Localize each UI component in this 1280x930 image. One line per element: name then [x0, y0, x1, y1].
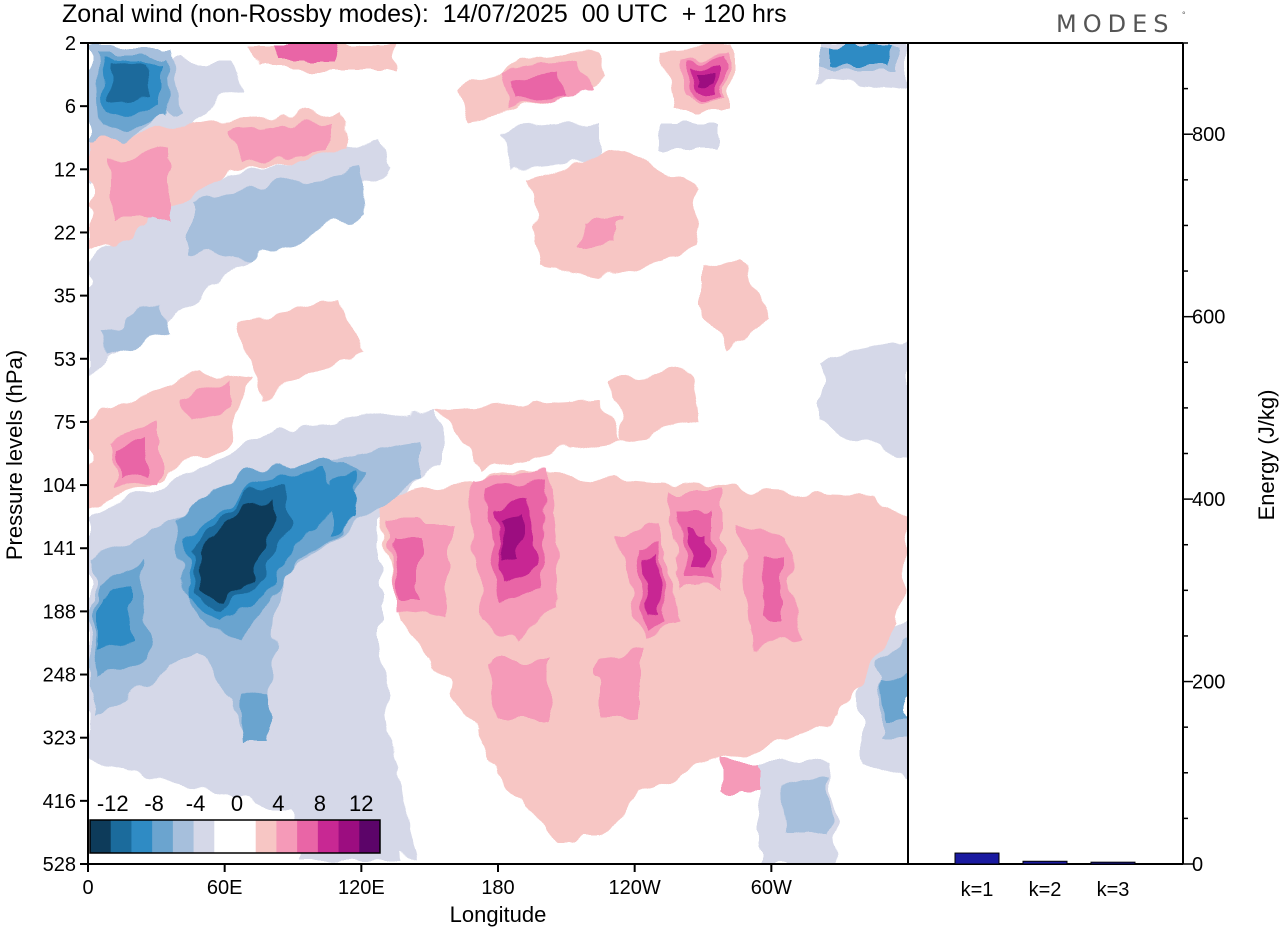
- colorbar-swatch: [193, 820, 215, 853]
- energy-tick-label: 400: [1192, 489, 1225, 511]
- colorbar-label: -8: [144, 791, 164, 816]
- y-tick-label: 104: [43, 475, 76, 497]
- colorbar-swatch: [214, 820, 236, 853]
- x-tick-label: 120W: [609, 877, 661, 899]
- x-axis-title: Longitude: [450, 902, 547, 927]
- colorbar-swatch: [131, 820, 153, 853]
- colorbar-swatch: [317, 820, 340, 853]
- colorbar-swatch: [255, 820, 277, 853]
- modes-logo: MODES: [1056, 10, 1175, 38]
- y-tick-label: 12: [54, 159, 76, 181]
- x-tick-label: 60W: [751, 877, 792, 899]
- colorbar: [89, 819, 381, 854]
- chart-title: Zonal wind (non-Rossby modes): 14/07/202…: [62, 0, 787, 28]
- y-tick-label: 53: [54, 349, 76, 371]
- colorbar-labels: -12 -8 -4 0 4 8 12: [97, 791, 374, 816]
- y-tick-label: 2: [65, 33, 76, 55]
- energy-tick-label: 200: [1192, 672, 1225, 694]
- colorbar-swatch: [235, 820, 257, 853]
- colorbar-label: -4: [186, 791, 206, 816]
- energy-bar: [954, 852, 1000, 865]
- x-tick-label: 120E: [338, 877, 385, 899]
- y-tick-label: 141: [43, 538, 76, 560]
- x-tick-label: 60E: [207, 877, 243, 899]
- colorbar-label: 4: [272, 791, 284, 816]
- energy-tick-label: 0: [1192, 854, 1203, 876]
- colorbar-swatch: [152, 820, 174, 853]
- energy-bar-labels: k=1 k=2 k=3: [961, 879, 1130, 901]
- energy-tick-label: 800: [1192, 124, 1225, 146]
- y-tick-label: 6: [65, 96, 76, 118]
- colorbar-label: -12: [97, 791, 129, 816]
- contour-field: [88, 43, 908, 864]
- colorbar-label: 12: [349, 791, 373, 816]
- colorbar-swatch: [297, 820, 319, 853]
- x-tick-label: 180: [481, 877, 514, 899]
- colorbar-frame: [89, 819, 381, 854]
- x-tick-label: 0: [82, 877, 93, 899]
- colorbar-swatch: [90, 820, 112, 853]
- x-axis: 0 60E 120E 180 120W 60W: [82, 864, 792, 899]
- energy-bar: [1022, 860, 1068, 865]
- colorbar-swatch: [338, 820, 360, 853]
- y-tick-label: 22: [54, 222, 76, 244]
- y-tick-label: 35: [54, 286, 76, 308]
- energy-axis-title: Energy (J/kg): [1254, 390, 1279, 521]
- energy-bar-label: k=2: [1029, 879, 1062, 901]
- logo-registered-mark: °: [1182, 10, 1186, 20]
- y-tick-label: 528: [43, 854, 76, 876]
- colorbar-swatch: [172, 820, 195, 853]
- energy-tick-label: 600: [1192, 307, 1225, 329]
- colorbar-swatch: [110, 820, 132, 853]
- y-tick-label: 248: [43, 665, 76, 687]
- y-tick-label: 416: [43, 791, 76, 813]
- y-tick-label: 188: [43, 601, 76, 623]
- y-tick-label: 75: [54, 412, 76, 434]
- colorbar-swatch: [359, 820, 381, 853]
- y-axis: 2 6 12 22 35 53 75 104 141 188 248 323 416 528: [43, 33, 88, 876]
- y-axis-title: Pressure levels (hPa): [2, 350, 27, 560]
- energy-bar-label: k=3: [1097, 879, 1130, 901]
- colorbar-label: 8: [314, 791, 326, 816]
- energy-bar-label: k=1: [961, 879, 994, 901]
- colorbar-label: 0: [231, 791, 243, 816]
- energy-bar: [1090, 861, 1136, 865]
- energy-bars: [954, 852, 1136, 865]
- energy-axis: 0 200 400 600 800: [1183, 42, 1225, 876]
- colorbar-swatch: [276, 820, 298, 853]
- y-tick-label: 323: [43, 728, 76, 750]
